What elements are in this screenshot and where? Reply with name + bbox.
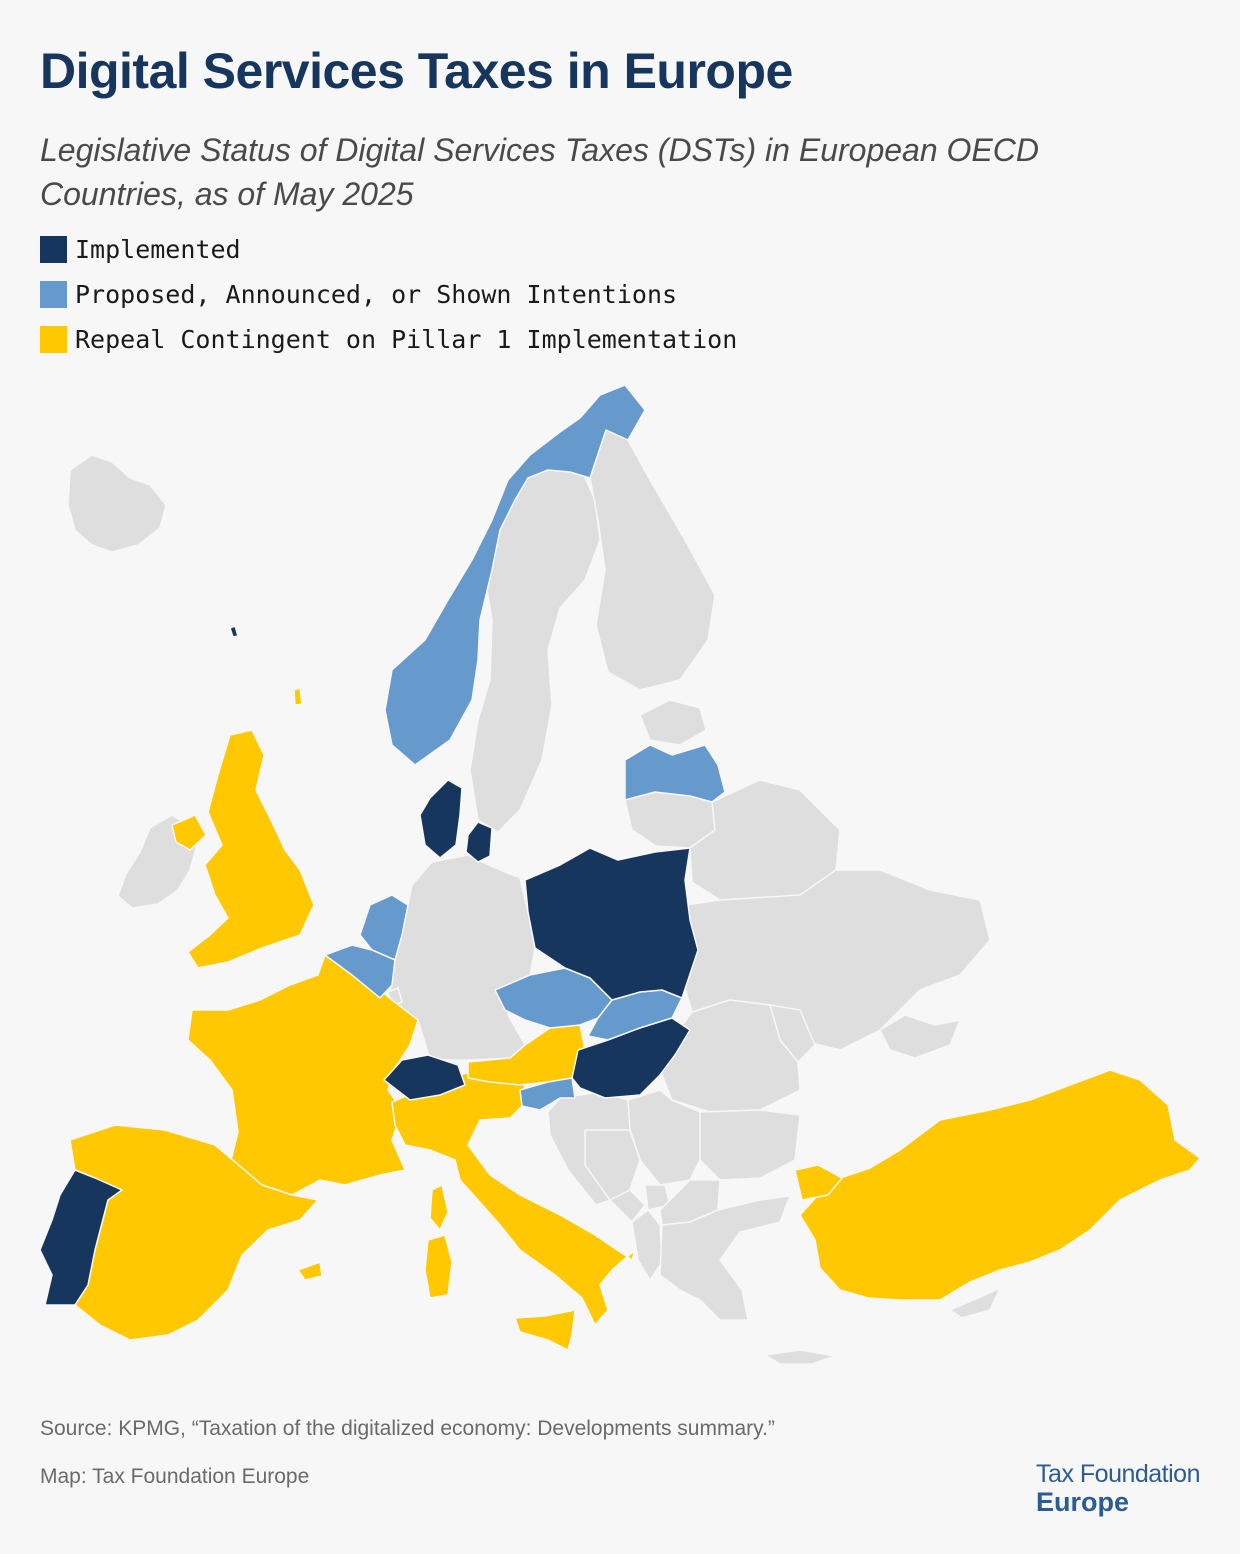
- country-iceland: [67, 454, 167, 553]
- tax-foundation-logo: Tax Foundation Europe: [1036, 1460, 1200, 1516]
- logo-line-1: Tax Foundation: [1036, 1460, 1200, 1488]
- country-sardinia: [424, 1234, 453, 1299]
- country-sicily: [514, 1309, 576, 1351]
- country-latvia: [624, 744, 726, 803]
- country-portugal: [39, 1169, 123, 1306]
- legend-swatch-proposed: [40, 280, 67, 308]
- legend: Implemented Proposed, Announced, or Show…: [40, 234, 737, 369]
- country-hungary: [571, 1017, 691, 1099]
- map-credit: Map: Tax Foundation Europe: [40, 1465, 310, 1488]
- country-netherlands: [359, 894, 409, 961]
- legend-item-repeal: Repeal Contingent on Pillar 1 Implementa…: [40, 324, 737, 354]
- page-title: Digital Services Taxes in Europe: [40, 43, 793, 99]
- country-crete: [764, 1349, 836, 1365]
- country-slovenia: [519, 1077, 576, 1111]
- country-turkey-thrace: [794, 1164, 843, 1201]
- country-belgium: [324, 944, 396, 999]
- country-denmark: [419, 779, 463, 859]
- country-uk-islands: [293, 687, 303, 706]
- legend-item-implemented: Implemented: [40, 234, 737, 264]
- country-turkey: [799, 1069, 1201, 1301]
- country-greece: [659, 1195, 791, 1321]
- country-united-kingdom: [187, 729, 315, 969]
- country-bulgaria: [699, 1109, 801, 1181]
- country-norway: [384, 384, 646, 766]
- country-crimea: [879, 1014, 961, 1059]
- legend-label-repeal: Repeal Contingent on Pillar 1 Implementa…: [75, 324, 738, 354]
- logo-line-2: Europe: [1036, 1487, 1130, 1517]
- country-estonia: [639, 699, 707, 746]
- country-poland: [524, 847, 699, 1001]
- country-cyprus: [949, 1287, 1001, 1319]
- country-finland: [577, 429, 716, 691]
- country-northern-ireland: [171, 814, 207, 851]
- legend-swatch-repeal: [40, 325, 67, 353]
- country-albania: [631, 1209, 663, 1281]
- country-montenegro: [609, 1189, 646, 1223]
- country-france: [187, 954, 419, 1196]
- country-switzerland: [383, 1054, 466, 1101]
- legend-item-proposed: Proposed, Announced, or Shown Intentions: [40, 279, 737, 309]
- country-corsica: [429, 1184, 449, 1231]
- country-sweden: [469, 439, 601, 833]
- page-subtitle: Legislative Status of Digital Services T…: [40, 132, 1039, 212]
- legend-swatch-implemented: [40, 235, 67, 263]
- europe-map: [39, 384, 1201, 1365]
- country-balearics: [297, 1261, 323, 1281]
- source-note: Source: KPMG, “Taxation of the digitaliz…: [40, 1417, 775, 1440]
- country-denmark-zealand: [465, 821, 493, 863]
- legend-label-proposed: Proposed, Announced, or Shown Intentions: [75, 279, 678, 309]
- legend-label-implemented: Implemented: [75, 234, 241, 264]
- country-faroe-islands: [229, 625, 239, 638]
